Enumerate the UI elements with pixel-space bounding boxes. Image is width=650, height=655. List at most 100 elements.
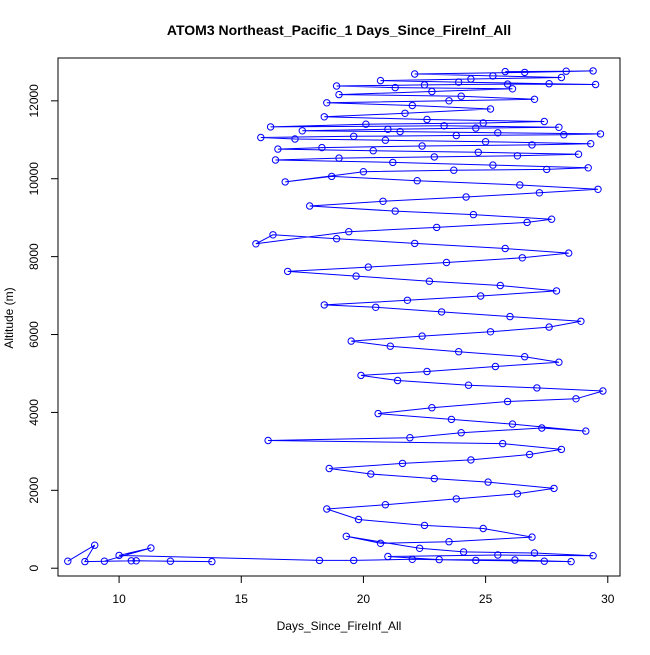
y-axis: 0 2000 4000 6000 8000 10000 12000 [27,84,59,572]
data-point [401,109,409,118]
data-point [266,123,275,131]
data-point [403,296,412,304]
data-point [489,161,497,169]
data-point [594,185,602,194]
data-point [452,131,460,140]
data-point [208,557,216,566]
data-point [516,181,524,189]
x-tick-label: 25 [479,592,493,606]
data-point [442,258,451,267]
data-point [545,80,553,88]
data-point [506,312,514,321]
data-point [350,556,358,565]
data-point [320,113,328,121]
data-point [320,301,328,309]
data-point [91,541,99,549]
series-line [67,70,604,563]
data-point [269,231,277,239]
data-point [306,202,314,210]
data-point [457,92,465,100]
data-point [364,263,372,271]
data-point [257,133,265,142]
data-point [557,73,566,82]
data-point [132,557,140,565]
data-point [411,70,419,78]
data-point [508,85,517,93]
y-tick-label: 2000 [27,477,41,504]
data-point [477,292,485,300]
data-point [555,123,563,132]
data-point [64,557,72,565]
data-point [513,152,522,160]
data-point [389,158,397,167]
data-point [462,193,470,201]
data-point [323,505,331,513]
data-point [479,524,487,533]
data-point [481,138,490,146]
data-point [357,371,365,380]
y-tick-label: 12000 [27,84,41,118]
data-point [440,122,448,130]
data-point [384,125,392,134]
data-point [376,76,385,85]
data-point [342,532,350,540]
data-point [589,67,597,75]
y-tick-label: 0 [27,565,41,572]
data-point [584,164,592,172]
data-point [420,81,429,89]
data-point [354,515,363,524]
data-point [362,120,370,128]
data-point [479,119,487,127]
data-point [587,140,595,148]
data-point [323,99,331,107]
data-point [418,142,426,150]
data-point [430,474,438,483]
data-point [274,145,282,153]
data-point [408,555,416,563]
data-point [325,464,333,473]
data-point [376,539,385,547]
data-point [452,495,460,503]
y-tick-label: 8000 [27,243,41,270]
data-point [264,436,272,445]
data-point [530,95,539,104]
data-point [528,141,536,149]
x-tick-label: 15 [235,592,249,606]
data-point [369,147,377,155]
data-point [496,281,504,290]
data-point [374,409,382,418]
data-point [298,127,306,135]
data-point [472,556,480,565]
data-point [315,556,324,565]
data-point [447,415,456,424]
data-point [281,178,289,186]
data-point [437,308,446,316]
data-point [521,68,529,77]
data-point [545,323,553,331]
data-point [503,80,512,88]
data-point [528,533,536,541]
data-point [372,303,380,311]
data-point [396,127,404,136]
data-point [550,484,558,493]
data-point [513,490,522,498]
data-point [428,404,436,412]
data-point [430,153,438,161]
data-point [555,358,563,366]
data-point [359,168,368,176]
data-point [381,501,390,509]
data-point [423,115,431,124]
data-point [467,75,475,83]
data-point [445,97,453,105]
y-tick-label: 6000 [27,321,41,348]
data-point [367,470,375,478]
x-axis: 10 15 20 25 30 [112,575,615,606]
data-point [472,124,480,132]
series-layer [64,67,607,566]
data-point [521,353,529,361]
data-point [486,105,495,113]
data-point [252,240,260,248]
data-point [547,215,556,223]
x-tick-label: 30 [601,592,615,606]
data-point [391,83,399,92]
